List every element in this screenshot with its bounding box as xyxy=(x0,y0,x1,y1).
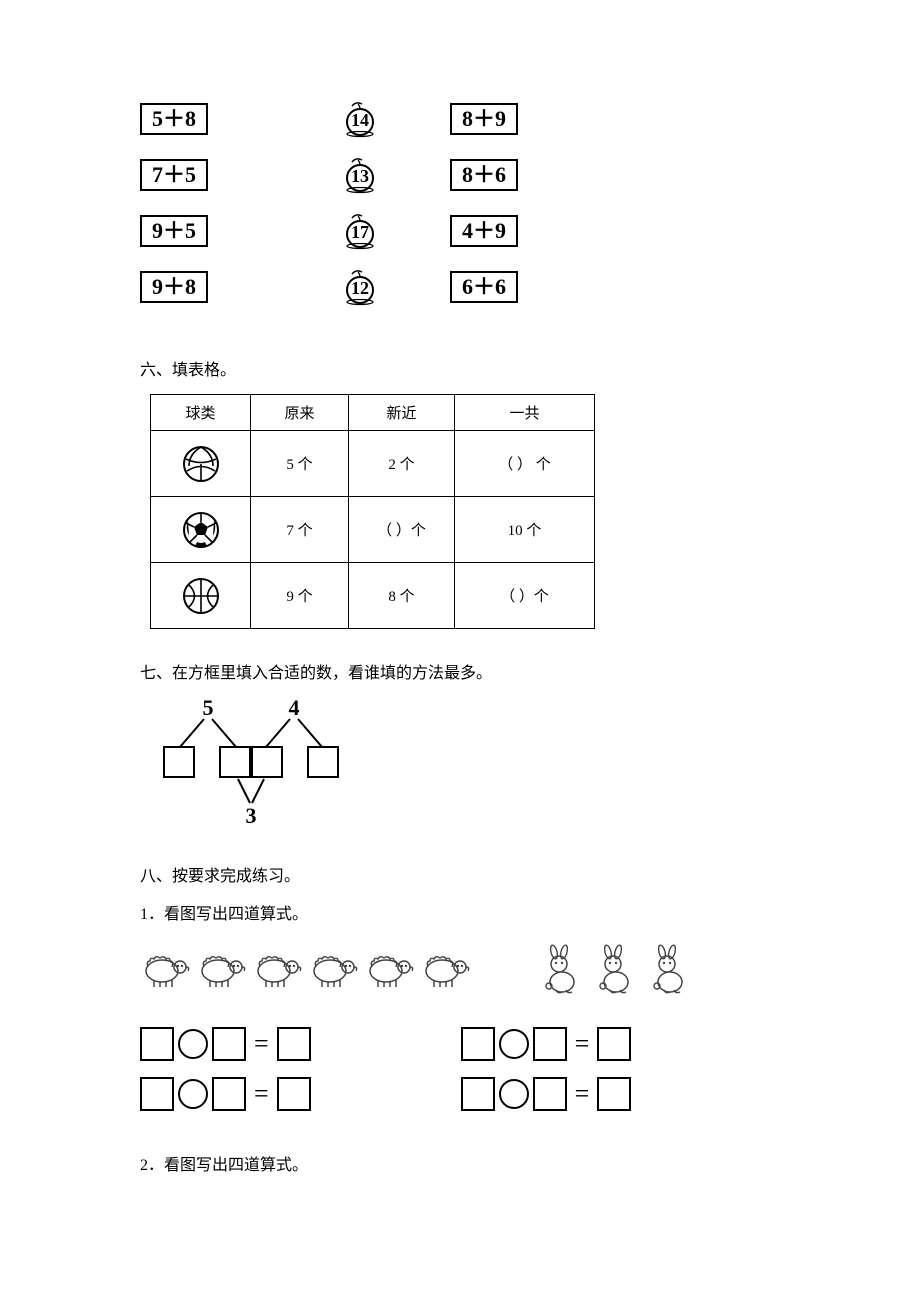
cherry-num-2: 17 xyxy=(340,222,380,243)
th-2: 新近 xyxy=(349,395,455,431)
blank-square[interactable] xyxy=(277,1027,311,1061)
section8-sub1: 1．看图写出四道算式。 xyxy=(140,900,780,924)
cherry-1: 13 xyxy=(340,156,380,194)
expr-right-3: 6＋6 xyxy=(450,271,518,303)
blank-square[interactable] xyxy=(461,1027,495,1061)
rabbit-group xyxy=(540,944,692,999)
equation-slot: = xyxy=(461,1027,632,1061)
cherry-0: 14 xyxy=(340,100,380,138)
equals-sign: = xyxy=(571,1029,594,1059)
section8-title: 八、按要求完成练习。 xyxy=(140,862,780,886)
expr-right-1: 8＋6 xyxy=(450,159,518,191)
cherry-3: 12 xyxy=(340,268,380,306)
th-3: 一共 xyxy=(455,395,595,431)
rabbit-icon xyxy=(594,944,638,999)
equals-sign: = xyxy=(250,1079,273,1109)
blank-square[interactable] xyxy=(212,1027,246,1061)
split-bottom: 3 xyxy=(246,803,257,827)
equation-slot: = xyxy=(140,1077,311,1111)
equation-slot: = xyxy=(140,1027,311,1061)
expr-left-0: 5＋8 xyxy=(140,103,208,135)
blank-square[interactable] xyxy=(533,1077,567,1111)
matching-exercise: 5＋8 14 8＋9 7＋5 xyxy=(140,100,780,306)
blank-square[interactable] xyxy=(277,1077,311,1111)
animals-row xyxy=(140,944,780,999)
sheep-icon xyxy=(420,949,470,994)
expr-left-2: 9＋5 xyxy=(140,215,208,247)
ball-table: 球类 原来 新近 一共 5 个 2 个 （ xyxy=(150,394,595,629)
cell: （ ）个 xyxy=(455,563,595,629)
cell: （ ） 个 xyxy=(455,431,595,497)
section8-sub2: 2．看图写出四道算式。 xyxy=(140,1151,780,1175)
basketball-icon xyxy=(152,576,249,616)
expr-right-0: 8＋9 xyxy=(450,103,518,135)
equals-sign: = xyxy=(250,1029,273,1059)
cell: 10 个 xyxy=(455,497,595,563)
blank-square[interactable] xyxy=(597,1077,631,1111)
th-1: 原来 xyxy=(251,395,349,431)
blank-square[interactable] xyxy=(533,1027,567,1061)
sheep-icon xyxy=(364,949,414,994)
equals-sign: = xyxy=(571,1079,594,1109)
section6-title: 六、填表格。 xyxy=(140,356,780,380)
expr-left-1: 7＋5 xyxy=(140,159,208,191)
volleyball-icon xyxy=(152,444,249,484)
equation-slot: = xyxy=(461,1077,632,1111)
expr-left-3: 9＋8 xyxy=(140,271,208,303)
blank-circle[interactable] xyxy=(499,1079,529,1109)
blank-square[interactable] xyxy=(597,1027,631,1061)
number-split-diagram: 5 4 3 xyxy=(160,697,780,832)
blank-circle[interactable] xyxy=(178,1079,208,1109)
sheep-icon xyxy=(196,949,246,994)
blank-square[interactable] xyxy=(461,1077,495,1111)
cell: 7 个 xyxy=(251,497,349,563)
cherry-num-0: 14 xyxy=(340,110,380,131)
equation-block: = = = = xyxy=(140,1027,780,1111)
table-row: 9 个 8 个 （ ）个 xyxy=(151,563,595,629)
th-0: 球类 xyxy=(151,395,251,431)
cell: （ ）个 xyxy=(349,497,455,563)
cell: 8 个 xyxy=(349,563,455,629)
sheep-group xyxy=(140,949,470,994)
sheep-icon xyxy=(140,949,190,994)
blank-square[interactable] xyxy=(140,1077,174,1111)
section7-title: 七、在方框里填入合适的数，看谁填的方法最多。 xyxy=(140,659,780,683)
cherry-num-1: 13 xyxy=(340,166,380,187)
soccer-icon xyxy=(152,510,249,550)
sheep-icon xyxy=(252,949,302,994)
cherry-num-3: 12 xyxy=(340,278,380,299)
rabbit-icon xyxy=(648,944,692,999)
cell: 9 个 xyxy=(251,563,349,629)
expr-right-2: 4＋9 xyxy=(450,215,518,247)
sheep-icon xyxy=(308,949,358,994)
table-row: 5 个 2 个 （ ） 个 xyxy=(151,431,595,497)
blank-circle[interactable] xyxy=(178,1029,208,1059)
blank-circle[interactable] xyxy=(499,1029,529,1059)
cell: 5 个 xyxy=(251,431,349,497)
cell: 2 个 xyxy=(349,431,455,497)
cherry-2: 17 xyxy=(340,212,380,250)
blank-square[interactable] xyxy=(212,1077,246,1111)
blank-square[interactable] xyxy=(140,1027,174,1061)
rabbit-icon xyxy=(540,944,584,999)
split-top-0: 5 xyxy=(203,697,214,720)
table-row: 7 个 （ ）个 10 个 xyxy=(151,497,595,563)
split-top-1: 4 xyxy=(289,697,300,720)
